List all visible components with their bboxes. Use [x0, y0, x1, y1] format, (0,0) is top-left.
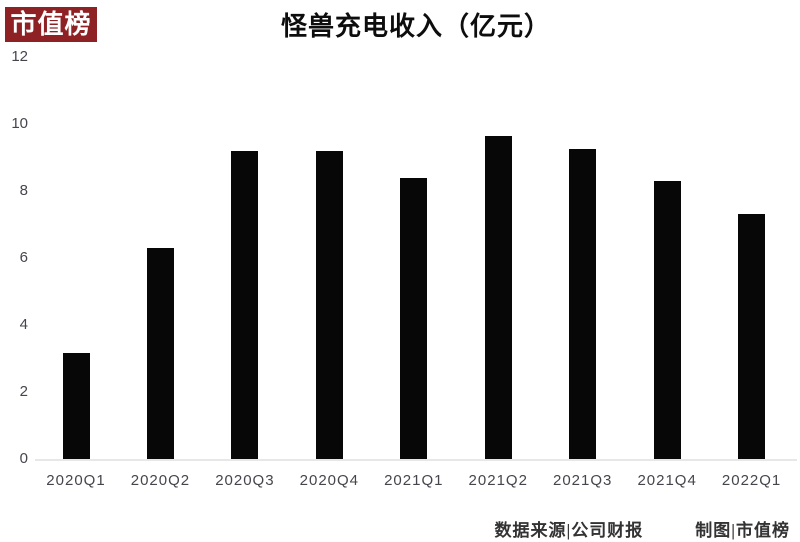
brand-logo: 市值榜: [5, 7, 97, 42]
bar-2021Q4: [653, 180, 681, 459]
y-axis-tick-2: 2: [19, 383, 28, 400]
x-axis-label-2022Q1: 2022Q1: [721, 472, 782, 489]
x-axis-label-2020Q2: 2020Q2: [130, 472, 191, 489]
bar-2020Q1: [62, 353, 90, 459]
y-axis-tick-8: 8: [19, 182, 28, 199]
x-axis-line: [35, 458, 797, 461]
x-axis-label-2020Q3: 2020Q3: [215, 472, 275, 489]
brand-logo-text: 市值榜: [10, 9, 92, 39]
y-axis-tick-12: 12: [11, 48, 28, 65]
credit-label: 制图|市值榜: [695, 521, 790, 540]
y-axis-tick-10: 10: [11, 115, 28, 132]
data-source-label: 数据来源|公司财报: [494, 521, 644, 540]
x-axis-label-2021Q3: 2021Q3: [552, 472, 613, 489]
x-axis-label-2021Q4: 2021Q4: [637, 472, 697, 489]
bar-2021Q3: [569, 149, 597, 459]
x-axis-label-2020Q4: 2020Q4: [299, 472, 360, 489]
chart-footer: 数据来源|公司财报 制图|市值榜: [495, 516, 791, 541]
bar-2020Q2: [146, 247, 174, 459]
chart-title: 怪兽充电收入（亿元）: [280, 12, 551, 41]
y-axis-tick-0: 0: [19, 450, 28, 467]
bar-2020Q3: [231, 150, 259, 459]
y-axis-tick-6: 6: [19, 249, 28, 266]
bar-2021Q2: [484, 135, 512, 459]
y-axis-tick-4: 4: [19, 316, 28, 333]
x-axis-label-2021Q1: 2021Q1: [384, 472, 444, 489]
bar-2020Q4: [315, 150, 343, 459]
x-axis-label-2020Q1: 2020Q1: [46, 472, 106, 489]
bar-2021Q1: [400, 177, 428, 459]
bar-2022Q1: [738, 214, 766, 459]
x-axis-label-2021Q2: 2021Q2: [468, 472, 528, 489]
